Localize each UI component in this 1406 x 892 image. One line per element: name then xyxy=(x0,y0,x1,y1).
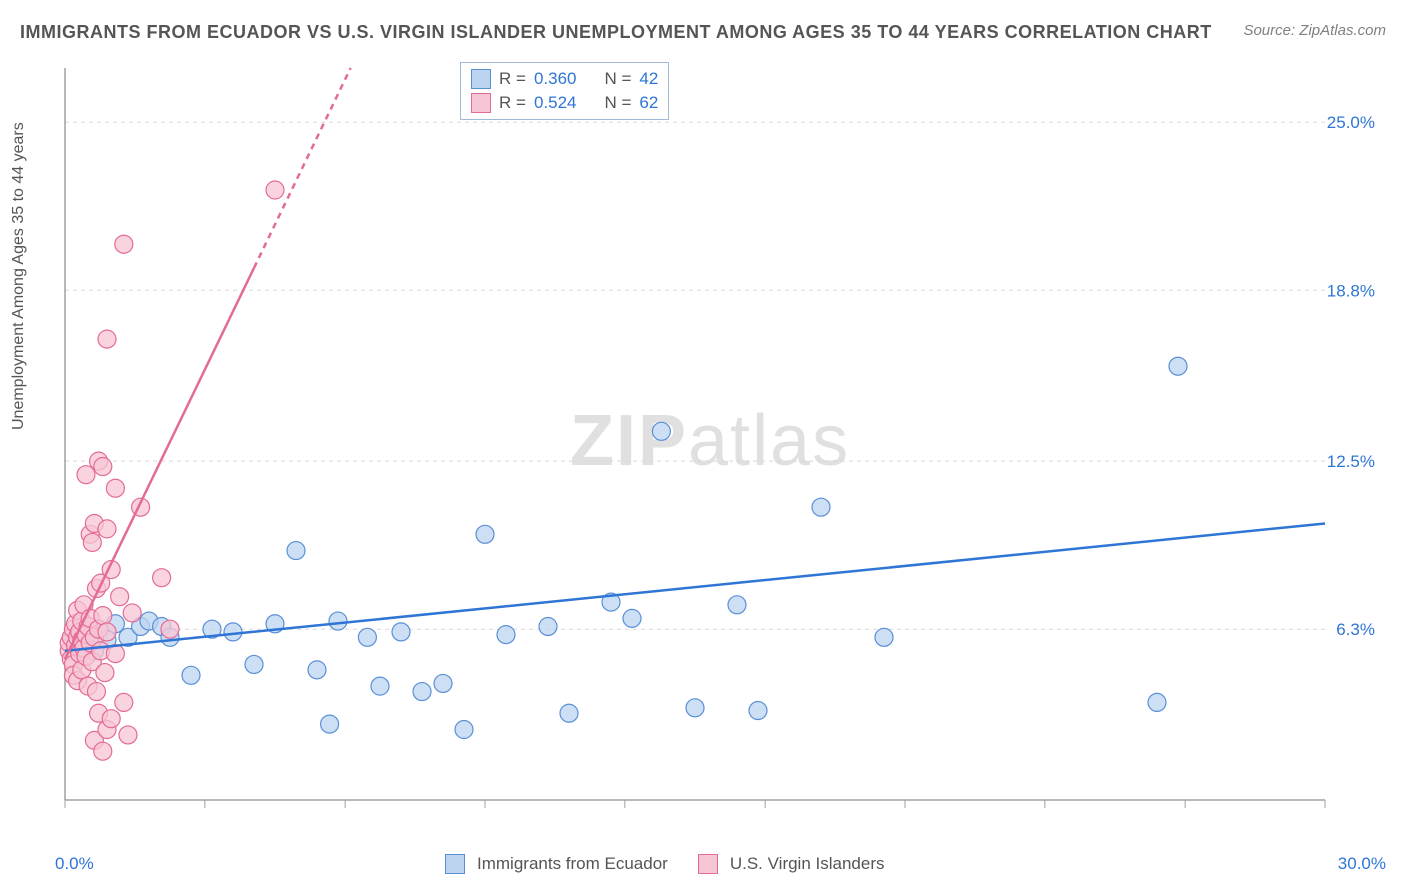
n-label: N = xyxy=(604,93,631,113)
x-axis-max-label: 30.0% xyxy=(1338,854,1386,874)
svg-text:25.0%: 25.0% xyxy=(1327,113,1375,132)
legend-series: Immigrants from Ecuador U.S. Virgin Islan… xyxy=(445,854,903,874)
svg-text:18.8%: 18.8% xyxy=(1327,281,1375,300)
legend-stat-row: R = 0.360 N = 42 xyxy=(471,67,658,91)
n-value: 62 xyxy=(639,93,658,113)
legend-series-label: U.S. Virgin Islanders xyxy=(730,854,885,874)
n-label: N = xyxy=(604,69,631,89)
r-label: R = xyxy=(499,93,526,113)
svg-text:12.5%: 12.5% xyxy=(1327,452,1375,471)
y-axis-label: Unemployment Among Ages 35 to 44 years xyxy=(10,122,28,430)
legend-series-label: Immigrants from Ecuador xyxy=(477,854,668,874)
chart-title: IMMIGRANTS FROM ECUADOR VS U.S. VIRGIN I… xyxy=(20,22,1212,43)
source-label: Source: ZipAtlas.com xyxy=(1243,22,1386,39)
legend-swatch xyxy=(445,854,465,874)
r-value: 0.360 xyxy=(534,69,577,89)
r-label: R = xyxy=(499,69,526,89)
r-value: 0.524 xyxy=(534,93,577,113)
legend-stats: R = 0.360 N = 42 R = 0.524 N = 62 xyxy=(460,62,669,120)
legend-swatch xyxy=(471,69,491,89)
x-axis-min-label: 0.0% xyxy=(55,854,94,874)
n-value: 42 xyxy=(639,69,658,89)
legend-stat-row: R = 0.524 N = 62 xyxy=(471,91,658,115)
legend-swatch xyxy=(471,93,491,113)
legend-swatch xyxy=(698,854,718,874)
scatter-plot: 6.3% 12.5% 18.8% 25.0% xyxy=(55,60,1385,830)
svg-text:6.3%: 6.3% xyxy=(1336,620,1375,639)
